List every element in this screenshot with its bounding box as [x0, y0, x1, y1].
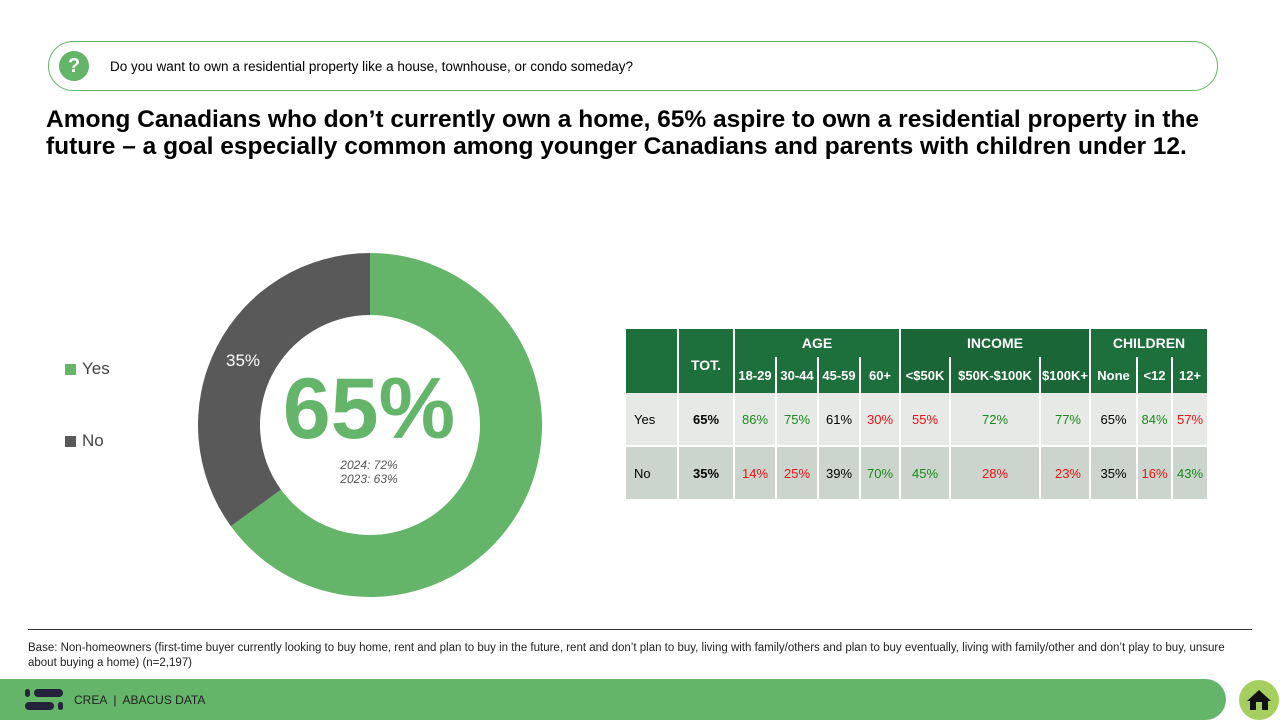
- value-cell: 61%: [818, 393, 861, 447]
- slice-label-no: 35%: [226, 351, 260, 370]
- corner-cell: [626, 329, 679, 393]
- legend-yes: Yes: [65, 359, 110, 379]
- value-cell: 65%: [1090, 393, 1138, 447]
- legend-label: No: [82, 431, 104, 450]
- value-cell: 55%: [900, 393, 951, 447]
- value-cell: 43%: [1172, 446, 1209, 499]
- column-header: None: [1090, 357, 1138, 393]
- value-cell: 14%: [734, 446, 777, 499]
- column-header: 45-59: [818, 357, 861, 393]
- column-header: <12: [1137, 357, 1173, 393]
- history-2024: 2024: 72%: [340, 458, 398, 472]
- base-note: Base: Non-homeowners (first-time buyer c…: [28, 642, 1225, 669]
- column-header: $50K-$100K: [950, 357, 1041, 393]
- donut-slice-no: [198, 253, 370, 527]
- group-header: INCOME: [900, 329, 1091, 357]
- row-label: No: [626, 446, 679, 499]
- value-cell: 72%: [950, 393, 1041, 447]
- headline: Among Canadians who don’t currently own …: [46, 106, 1200, 160]
- abacus-logo-icon: [25, 689, 63, 710]
- donut-slice-yes: [230, 253, 543, 597]
- center-value: 65%: [282, 361, 456, 457]
- column-header: 18-29: [734, 357, 777, 393]
- row-label: Yes: [626, 393, 679, 447]
- value-cell: 25%: [776, 446, 819, 499]
- value-cell: 23%: [1040, 446, 1091, 499]
- tot-header: TOT.: [678, 329, 735, 393]
- group-header: CHILDREN: [1090, 329, 1209, 357]
- legend-label: Yes: [82, 359, 110, 378]
- value-cell: 75%: [776, 393, 819, 447]
- question-icon: ?: [59, 51, 89, 81]
- table-row: No 35% 14% 25% 39% 70% 45% 28% 23% 35% 16% 43%: [626, 446, 1209, 499]
- home-icon: [1247, 690, 1271, 710]
- legend-swatch-yes: [65, 363, 76, 375]
- question-text: Do you want to own a residential propert…: [110, 59, 634, 74]
- value-cell: 28%: [950, 446, 1041, 499]
- value-cell: 86%: [734, 393, 777, 447]
- value-cell: 45%: [900, 446, 951, 499]
- legend-swatch-no: [65, 435, 76, 447]
- column-header: 30-44: [776, 357, 819, 393]
- value-cell: 35%: [1090, 446, 1138, 499]
- tot-cell: 35%: [678, 446, 735, 499]
- column-header: $100K+: [1040, 357, 1091, 393]
- table-row: Yes 65% 86% 75% 61% 30% 55% 72% 77% 65% 84% 57%: [626, 393, 1209, 447]
- value-cell: 84%: [1137, 393, 1173, 447]
- value-cell: 30%: [860, 393, 901, 447]
- legend-no: No: [65, 431, 104, 451]
- question-box: ? Do you want to own a residential prope…: [48, 41, 1218, 91]
- footer-bar: CREA | ABACUS DATA: [0, 679, 1226, 720]
- history-2023: 2023: 63%: [340, 472, 398, 486]
- home-button[interactable]: [1239, 680, 1279, 720]
- divider: [28, 629, 1252, 630]
- value-cell: 16%: [1137, 446, 1173, 499]
- footer-brand: CREA | ABACUS DATA: [74, 693, 206, 707]
- column-header: <$50K: [900, 357, 951, 393]
- column-header: 60+: [860, 357, 901, 393]
- value-cell: 70%: [860, 446, 901, 499]
- crosstab-table: TOT. AGE INCOME CHILDREN 18-29 30-44 45-59…: [626, 329, 1209, 499]
- value-cell: 39%: [818, 446, 861, 499]
- column-header: 12+: [1172, 357, 1209, 393]
- group-header: AGE: [734, 329, 901, 357]
- value-cell: 77%: [1040, 393, 1091, 447]
- value-cell: 57%: [1172, 393, 1209, 447]
- tot-cell: 65%: [678, 393, 735, 447]
- donut-chart: 35%: [198, 253, 543, 597]
